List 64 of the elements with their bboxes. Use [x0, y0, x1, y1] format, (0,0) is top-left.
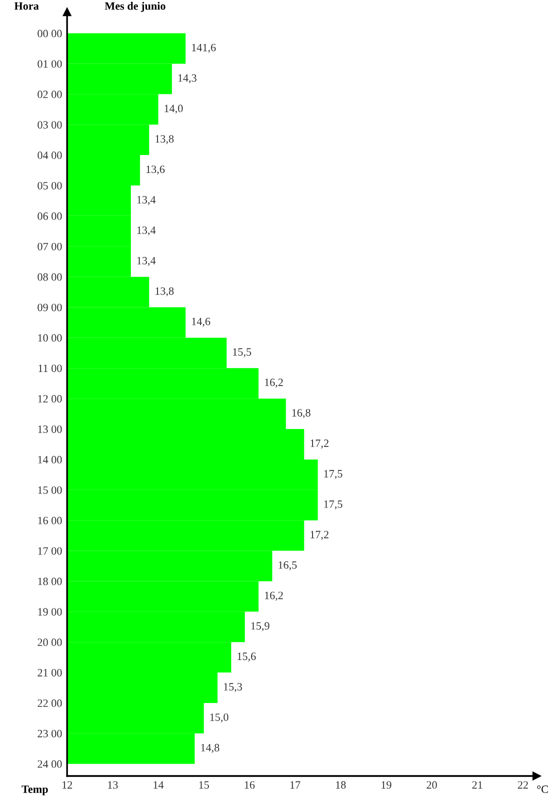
data-label: 17,5: [324, 470, 342, 480]
y-tick-label: 19 00: [38, 608, 62, 616]
data-label: 15,0: [210, 713, 228, 723]
y-tick-label: 00 00: [38, 30, 62, 38]
x-tick-label: 20: [426, 781, 437, 789]
data-label: 17,2: [310, 440, 328, 449]
x-tick-label: 22: [518, 781, 528, 789]
y-tick-label: 12 00: [38, 395, 62, 403]
x-tick-label: 19: [382, 781, 392, 789]
data-label: 15,3: [224, 683, 242, 692]
x-tick-label: 13: [108, 781, 118, 789]
data-label: 14,3: [178, 74, 196, 84]
data-label: 13,4: [137, 196, 156, 206]
y-tick-label: 07 00: [38, 242, 62, 250]
data-label: 13,8: [156, 135, 174, 144]
y-tick-label: 20 00: [38, 638, 62, 646]
data-label: 17,2: [310, 530, 328, 540]
data-label: 13,6: [146, 166, 165, 175]
y-tick-label: 10 00: [38, 334, 62, 342]
y-tick-label: 23 00: [38, 730, 62, 738]
x-tick-label: 18: [336, 781, 346, 789]
y-tick-label: 09 00: [38, 304, 62, 312]
y-tick-label: 14 00: [38, 456, 62, 464]
x-tick-label: 21: [472, 781, 482, 789]
data-label: 14,8: [201, 744, 220, 753]
y-tick-label: 02 00: [38, 90, 62, 98]
y-tick-label: 18 00: [38, 578, 62, 586]
y-tick-label: 04 00: [38, 152, 62, 160]
data-label: 14,6: [192, 318, 210, 327]
data-label: 16,2: [265, 592, 283, 601]
y-tick-label: 11 00: [38, 364, 62, 372]
data-label: 16,2: [265, 378, 283, 388]
data-label: 13,8: [156, 287, 174, 296]
y-tick-label: 24 00: [38, 760, 62, 768]
y-tick-label: 03 00: [38, 121, 62, 129]
x-axis-title: Temp: [22, 786, 48, 796]
data-label: 14,0: [164, 104, 183, 114]
x-tick-label: 12: [62, 781, 72, 789]
data-label: 15,5: [233, 348, 252, 358]
y-tick-label: 01 00: [38, 60, 62, 68]
y-tick-label: 08 00: [38, 273, 62, 281]
y-tick-label: 06 00: [38, 212, 62, 220]
y-tick-label: 15 00: [38, 486, 62, 494]
y-tick-label: 22 00: [38, 699, 62, 707]
text: °C: [537, 785, 548, 793]
x-tick-label: 14: [154, 781, 164, 789]
x-tick-label: 15: [199, 781, 209, 789]
data-label: 13,4: [137, 226, 156, 236]
data-label: 13,4: [137, 256, 156, 266]
y-tick-label: 21 00: [38, 668, 62, 676]
y-tick-label: 13 00: [38, 425, 62, 433]
annotation: 141,6: [192, 44, 216, 53]
chart-title: Mes de junio: [104, 2, 166, 12]
data-label: 17,5: [324, 500, 342, 510]
y-tick-label: 17 00: [38, 547, 62, 555]
y-axis-title: Hora: [14, 2, 39, 10]
x-tick-label: 17: [290, 781, 300, 789]
data-label: 16,5: [278, 561, 297, 570]
y-tick-label: 16 00: [38, 516, 62, 524]
data-label: 15,6: [238, 652, 256, 662]
data-label: 16,8: [292, 409, 310, 418]
data-label: 15,9: [251, 622, 270, 632]
y-tick-label: 05 00: [38, 182, 62, 190]
x-tick-label: 16: [244, 781, 255, 789]
